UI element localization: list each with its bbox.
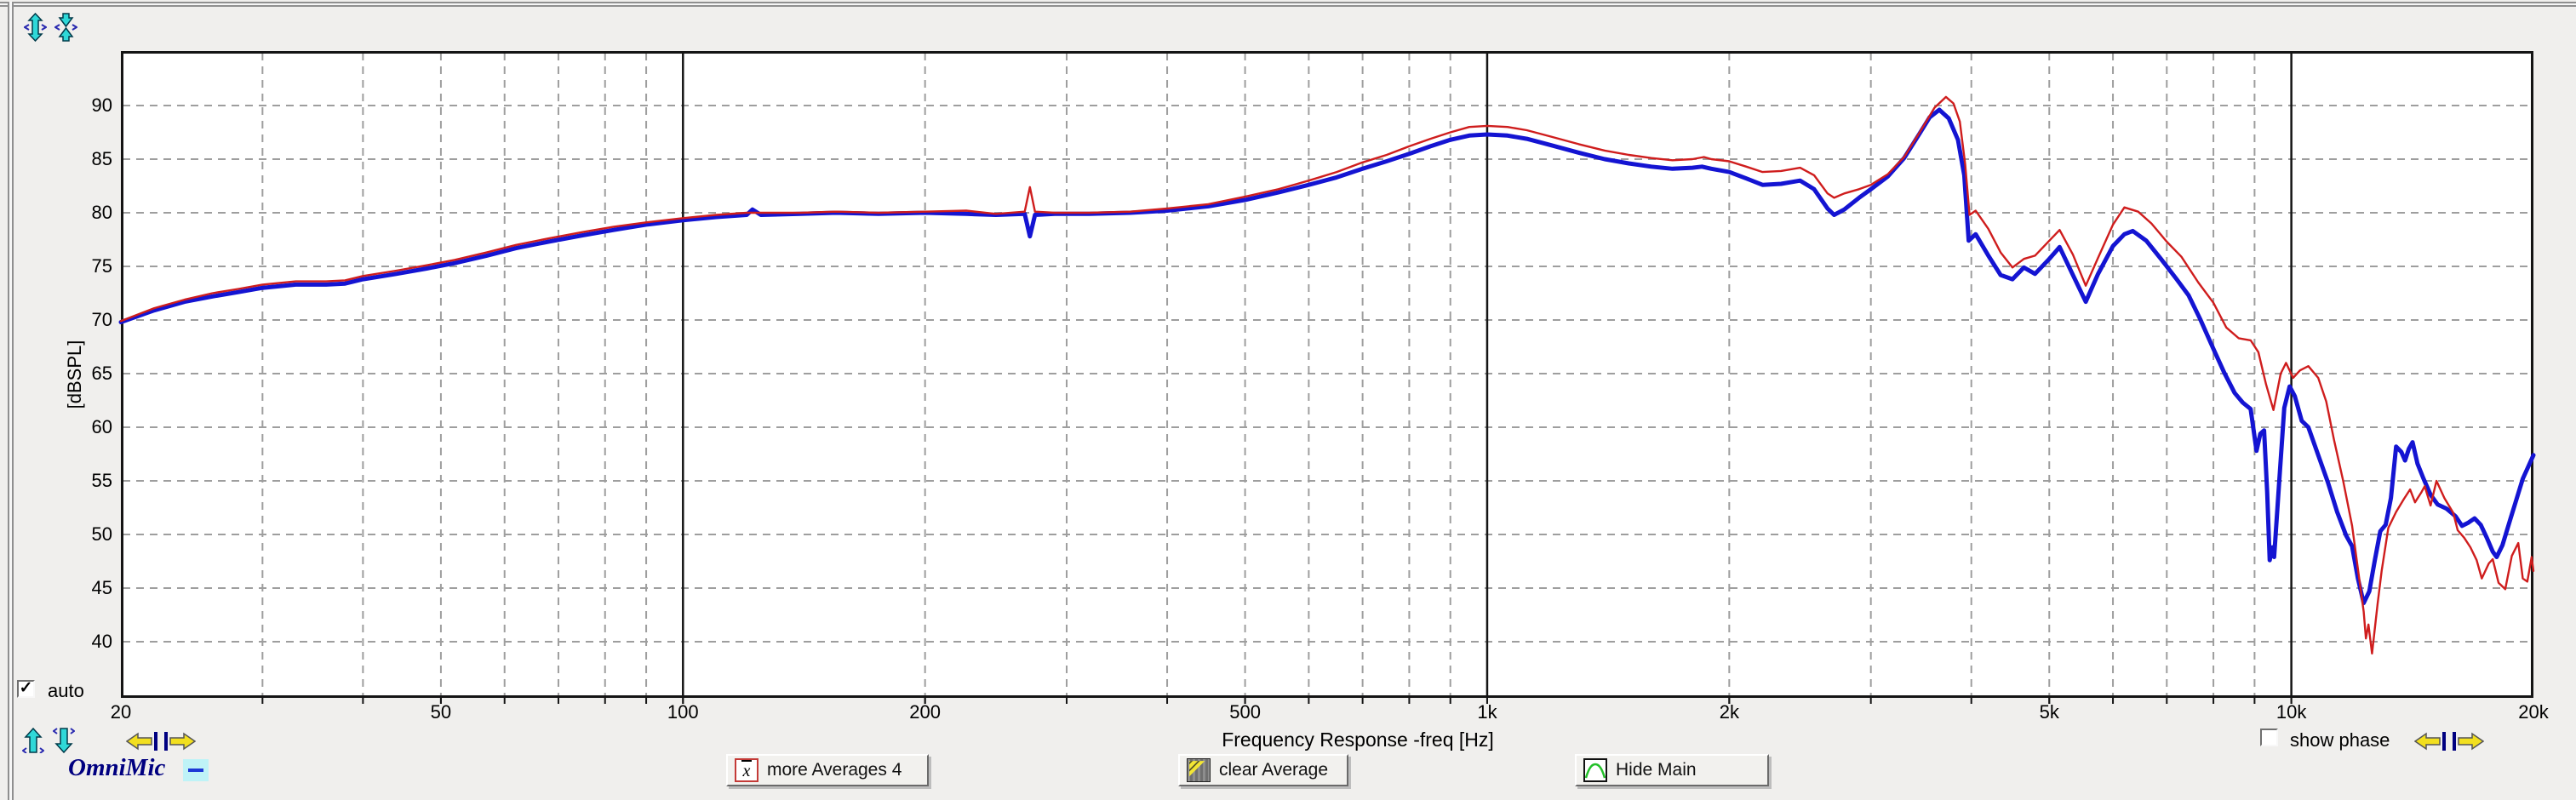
pan-left-icon[interactable]: [2414, 732, 2447, 751]
eraser-icon: [1187, 758, 1211, 782]
x-axis-tick-label: 10k: [2275, 701, 2307, 723]
auto-checkbox[interactable]: ✓: [17, 680, 35, 698]
pan-right-icon[interactable]: [163, 732, 196, 751]
compress-vertical-icon[interactable]: [54, 13, 77, 42]
x-axis-tick-label: 500: [1229, 701, 1261, 723]
check-icon: ✓: [19, 678, 33, 697]
x-axis-tick-label: 50: [430, 701, 452, 723]
hide-main-label: Hide Main: [1616, 760, 1697, 780]
y-axis-tick-label: 60: [91, 416, 112, 437]
x-axis-tick-label: 200: [909, 701, 942, 723]
frequency-response-plot[interactable]: [118, 51, 2536, 706]
main-curve-legend-swatch: [183, 759, 209, 781]
window-top-border: [0, 2, 2576, 7]
y-axis-tick-label: 80: [91, 202, 112, 223]
more-averages-label: more Averages 4: [767, 760, 902, 780]
y-axis-tick-label: 45: [91, 577, 112, 598]
y-axis-tick-label: 90: [91, 94, 112, 116]
shift-up-icon[interactable]: [22, 728, 44, 753]
x-axis-tick-label: 2k: [1719, 701, 1739, 723]
y-axis-tick-label: 65: [91, 363, 112, 384]
more-averages-button[interactable]: x more Averages 4: [726, 754, 929, 786]
hide-main-button[interactable]: Hide Main: [1575, 754, 1769, 786]
x-axis-tick-label: 5k: [2039, 701, 2059, 723]
y-axis-tick-label: 55: [91, 470, 112, 491]
x-axis-tick-label: 100: [667, 701, 699, 723]
x-axis-tick-label: 20: [110, 701, 132, 723]
curve-icon: [1583, 758, 1607, 782]
omnimic-logo: OmniMic: [68, 754, 166, 781]
y-axis-tick-label: 75: [91, 255, 112, 277]
x-axis-title: Frequency Response -freq [Hz]: [1222, 729, 1494, 751]
shift-down-icon[interactable]: [53, 728, 75, 753]
y-axis-tick-label: 70: [91, 309, 112, 330]
x-axis-tick-label: 1k: [1477, 701, 1497, 723]
blue-curve-dash-icon: [188, 769, 203, 772]
expand-vertical-icon[interactable]: [24, 13, 47, 42]
auto-checkbox-label: auto: [48, 680, 84, 701]
x-axis-tick-label: 20k: [2518, 701, 2549, 723]
clear-average-button[interactable]: clear Average: [1178, 754, 1348, 786]
y-axis-tick-label: 50: [91, 523, 112, 545]
pan-right-icon[interactable]: [2452, 732, 2484, 751]
pan-left-icon[interactable]: [126, 732, 158, 751]
window-left-splitter[interactable]: [8, 2, 14, 800]
clear-average-label: clear Average: [1219, 760, 1329, 780]
y-axis-tick-label: 40: [91, 631, 112, 652]
show-phase-label: show phase: [2290, 729, 2390, 751]
show-phase-checkbox[interactable]: [2260, 729, 2278, 746]
x-bar-icon: x: [735, 758, 758, 782]
y-axis-tick-label: 85: [91, 148, 112, 169]
